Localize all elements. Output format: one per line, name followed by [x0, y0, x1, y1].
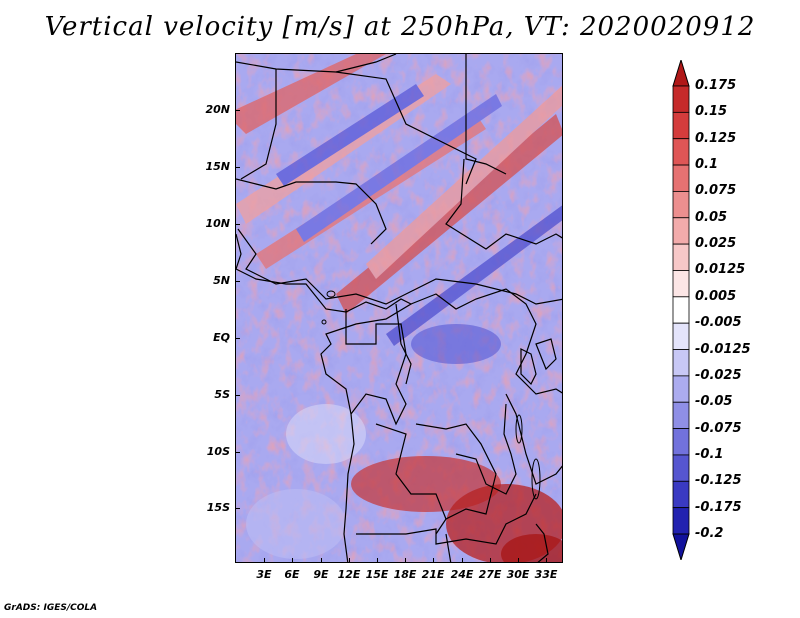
lon-tick	[377, 558, 378, 563]
colorbar-label: 0.15	[695, 104, 728, 120]
northern-streaks	[236, 54, 562, 346]
colorbar-segment	[672, 191, 690, 219]
colorbar-segment	[672, 217, 690, 245]
colorbar-segment	[672, 401, 690, 429]
colorbar-bottom-triangle	[672, 533, 690, 560]
lat-label-15n: 15N	[205, 160, 230, 173]
lat-tick	[235, 452, 240, 453]
lon-label-30e: 30E	[506, 568, 530, 581]
colorbar-label: -0.125	[695, 473, 742, 489]
lat-label-15s: 15S	[206, 501, 230, 514]
grads-credit: GrADS: IGES/COLA	[4, 603, 98, 613]
colorbar-segment	[672, 454, 690, 482]
lon-tick	[518, 558, 519, 563]
lat-tick	[235, 110, 240, 111]
lat-label-10s: 10S	[206, 445, 230, 458]
colorbar-label: -0.0125	[695, 341, 751, 357]
lon-label-27e: 27E	[478, 568, 502, 581]
lat-label-5s: 5S	[214, 388, 230, 401]
colorbar-segment	[672, 164, 690, 192]
lat-label-20n: 20N	[205, 103, 230, 116]
colorbar-label: 0.05	[695, 209, 728, 225]
colorbar-top-triangle	[672, 60, 690, 87]
colorbar-label: -0.1	[695, 446, 724, 462]
lon-label-3e: 3E	[256, 568, 272, 581]
lon-label-12e: 12E	[337, 568, 361, 581]
lat-label-eq: EQ	[213, 331, 230, 344]
lon-tick	[433, 558, 434, 563]
colorbar	[672, 60, 690, 560]
colorbar-segment	[672, 375, 690, 403]
lat-tick	[235, 508, 240, 509]
colorbar-label: 0.1	[695, 157, 719, 173]
lon-label-24e: 24E	[450, 568, 474, 581]
lat-tick	[235, 167, 240, 168]
lon-label-18e: 18E	[393, 568, 417, 581]
lakes	[321, 290, 541, 500]
vertical-velocity-field	[236, 54, 562, 562]
colorbar-label: 0.075	[695, 183, 737, 199]
colorbar-segment	[672, 322, 690, 350]
lon-tick	[490, 558, 491, 563]
map-panel	[235, 53, 563, 563]
lat-tick	[235, 395, 240, 396]
chart-title: Vertical velocity [m/s] at 250hPa, VT: 2…	[44, 12, 756, 42]
lon-label-15e: 15E	[365, 568, 389, 581]
colorbar-label: -0.175	[695, 499, 742, 515]
lat-label-5n: 5N	[213, 274, 230, 287]
lat-tick	[235, 281, 240, 282]
lon-tick	[546, 558, 547, 563]
colorbar-label: 0.125	[695, 130, 737, 146]
colorbar-segment	[672, 138, 690, 166]
colorbar-segment	[672, 243, 690, 271]
colorbar-label: -0.2	[695, 526, 724, 541]
colorbar-segment	[672, 349, 690, 377]
lon-label-6e: 6E	[284, 568, 300, 581]
colorbar-segment	[672, 111, 690, 140]
colorbar-segment	[672, 507, 690, 535]
lon-tick	[321, 558, 322, 563]
colorbar-segment	[672, 296, 690, 324]
colorbar-segment	[672, 85, 690, 113]
lon-label-9e: 9E	[313, 568, 329, 581]
colorbar-label: 0.025	[695, 236, 737, 252]
colorbar-label: 0.005	[695, 288, 737, 304]
southern-convection	[246, 324, 562, 562]
colorbar-label: -0.005	[695, 315, 742, 331]
lon-tick	[462, 558, 463, 563]
country-borders	[236, 54, 562, 562]
colorbar-segment	[672, 428, 690, 456]
lon-tick	[264, 558, 265, 563]
lon-label-33e: 33E	[534, 568, 558, 581]
lat-tick	[235, 224, 240, 225]
lon-tick	[292, 558, 293, 563]
lon-label-21e: 21E	[421, 568, 445, 581]
lon-tick	[349, 558, 350, 563]
colorbar-segment	[672, 480, 690, 509]
colorbar-label: -0.025	[695, 367, 742, 383]
colorbar-label: -0.075	[695, 420, 742, 436]
lat-label-10n: 10N	[205, 217, 230, 230]
lon-tick	[405, 558, 406, 563]
colorbar-label: -0.05	[695, 394, 733, 410]
colorbar-label: 0.175	[695, 78, 737, 93]
lat-tick	[235, 338, 240, 339]
colorbar-label: 0.0125	[695, 262, 746, 278]
colorbar-segment	[672, 270, 690, 298]
